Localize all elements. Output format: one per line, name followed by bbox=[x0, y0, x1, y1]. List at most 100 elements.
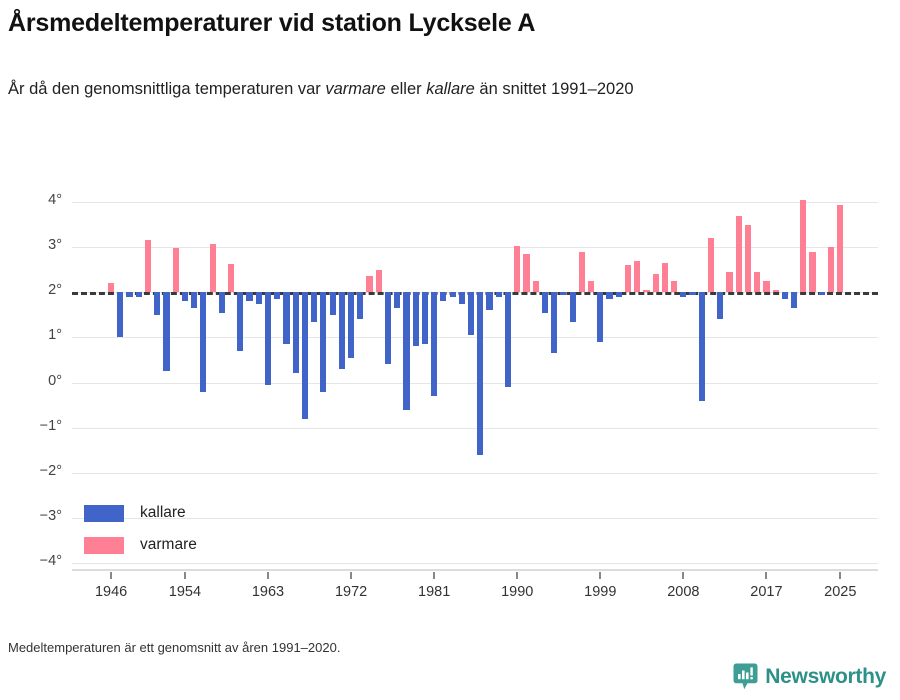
bar-2001[interactable] bbox=[615, 292, 622, 297]
bar-1960[interactable] bbox=[237, 292, 244, 351]
bar-1977[interactable] bbox=[394, 292, 401, 309]
bar-1956[interactable] bbox=[200, 292, 207, 392]
bar-2018[interactable] bbox=[772, 289, 779, 293]
bar-1974[interactable] bbox=[366, 276, 373, 293]
bar-1962[interactable] bbox=[255, 292, 262, 304]
bar-2006[interactable] bbox=[661, 262, 668, 293]
bar-1972[interactable] bbox=[347, 292, 355, 358]
bar-1971[interactable] bbox=[338, 292, 345, 369]
bar-1996[interactable] bbox=[569, 292, 576, 322]
bar-2022[interactable] bbox=[809, 251, 816, 293]
bar-2007[interactable] bbox=[671, 280, 678, 293]
bar-2013[interactable] bbox=[726, 271, 733, 293]
subtitle-text-3: än snittet 1991–2020 bbox=[474, 80, 634, 98]
bar-1970[interactable] bbox=[329, 292, 336, 315]
bar-2021[interactable] bbox=[800, 199, 807, 293]
bar-1963[interactable] bbox=[264, 292, 272, 385]
page-title: Årsmedeltemperaturer vid station Lycksel… bbox=[8, 9, 536, 37]
bar-1967[interactable] bbox=[301, 292, 309, 419]
bar-1994[interactable] bbox=[551, 292, 558, 354]
legend-item-kallare[interactable]: kallare bbox=[84, 501, 197, 525]
bar-1961[interactable] bbox=[246, 292, 253, 302]
bar-2009[interactable] bbox=[689, 292, 696, 295]
bar-1985[interactable] bbox=[467, 292, 475, 336]
bar-2003[interactable] bbox=[634, 260, 641, 293]
bar-1982[interactable] bbox=[440, 292, 447, 302]
bar-1995[interactable] bbox=[560, 292, 567, 295]
bar-1980[interactable] bbox=[421, 292, 428, 345]
subtitle-text-1: År då den genomsnittliga temperaturen va… bbox=[8, 80, 326, 98]
legend-label-varmare: varmare bbox=[140, 536, 197, 553]
bar-2011[interactable] bbox=[707, 237, 715, 293]
newsworthy-brand[interactable]: Newsworthy bbox=[733, 663, 886, 690]
chart-subtitle: År då den genomsnittliga temperaturen va… bbox=[8, 78, 848, 102]
subtitle-text-2: eller bbox=[385, 80, 427, 98]
bar-1986[interactable] bbox=[477, 292, 484, 455]
bar-1955[interactable] bbox=[191, 292, 198, 309]
bar-1952[interactable] bbox=[163, 292, 170, 372]
bar-2008[interactable] bbox=[680, 292, 687, 297]
bar-1947[interactable] bbox=[117, 292, 124, 338]
bar-1975[interactable] bbox=[375, 269, 382, 293]
bar-1965[interactable] bbox=[283, 292, 290, 345]
bar-2012[interactable] bbox=[717, 292, 724, 320]
bar-2016[interactable] bbox=[754, 271, 761, 293]
bar-2002[interactable] bbox=[624, 265, 632, 293]
bar-2005[interactable] bbox=[652, 274, 659, 293]
subtitle-emphasis-kallare: kallare bbox=[426, 80, 475, 98]
bar-2024[interactable] bbox=[827, 247, 835, 293]
legend-item-varmare[interactable]: varmare bbox=[84, 533, 197, 557]
bar-1988[interactable] bbox=[495, 292, 502, 297]
bar-2019[interactable] bbox=[781, 292, 788, 300]
legend-swatch-kallare bbox=[84, 504, 124, 522]
bar-1993[interactable] bbox=[541, 292, 548, 313]
bar-1954[interactable] bbox=[181, 292, 189, 302]
bar-1984[interactable] bbox=[458, 292, 465, 304]
bar-2015[interactable] bbox=[744, 224, 752, 293]
bar-2017[interactable] bbox=[763, 280, 770, 293]
legend-swatch-varmare bbox=[84, 536, 124, 554]
bar-1981[interactable] bbox=[431, 292, 438, 397]
bar-1950[interactable] bbox=[144, 240, 152, 293]
bar-1999[interactable] bbox=[597, 292, 604, 342]
subtitle-emphasis-varmare: varmare bbox=[325, 80, 386, 98]
bar-1951[interactable] bbox=[154, 292, 161, 315]
chart-footnote: Medeltemperaturen är ett genomsnitt av å… bbox=[8, 640, 341, 655]
bar-1948[interactable] bbox=[126, 292, 133, 297]
bar-1946[interactable] bbox=[108, 283, 115, 293]
bar-1966[interactable] bbox=[292, 292, 299, 374]
bar-2000[interactable] bbox=[606, 292, 613, 300]
bar-1976[interactable] bbox=[384, 292, 392, 365]
bar-1964[interactable] bbox=[274, 292, 281, 300]
bar-1997[interactable] bbox=[578, 251, 585, 293]
newsworthy-bar-chart-bubble-icon bbox=[733, 663, 758, 690]
bar-1998[interactable] bbox=[587, 280, 595, 293]
bar-1991[interactable] bbox=[523, 253, 530, 293]
bar-1992[interactable] bbox=[532, 280, 539, 293]
bar-1979[interactable] bbox=[412, 292, 419, 347]
legend-label-kallare: kallare bbox=[140, 504, 186, 521]
bar-1987[interactable] bbox=[486, 292, 493, 311]
chart-legend: kallare varmare bbox=[84, 501, 197, 565]
newsworthy-wordmark: Newsworthy bbox=[765, 664, 886, 688]
bar-1949[interactable] bbox=[135, 292, 142, 297]
bar-2023[interactable] bbox=[818, 292, 825, 295]
bar-2004[interactable] bbox=[643, 289, 650, 293]
bar-2025[interactable] bbox=[837, 205, 844, 293]
bar-1990[interactable] bbox=[514, 245, 521, 293]
bar-1959[interactable] bbox=[227, 263, 235, 293]
bar-1978[interactable] bbox=[403, 292, 410, 410]
bar-1973[interactable] bbox=[357, 292, 364, 320]
bar-2010[interactable] bbox=[698, 292, 705, 401]
bar-1983[interactable] bbox=[449, 292, 456, 297]
bar-2014[interactable] bbox=[735, 216, 742, 293]
bar-1953[interactable] bbox=[172, 247, 179, 293]
bar-2020[interactable] bbox=[791, 292, 798, 309]
bar-1989[interactable] bbox=[504, 292, 512, 387]
bar-1969[interactable] bbox=[320, 292, 327, 392]
bar-1958[interactable] bbox=[218, 292, 225, 313]
bar-1957[interactable] bbox=[209, 243, 216, 293]
bar-1968[interactable] bbox=[311, 292, 318, 322]
